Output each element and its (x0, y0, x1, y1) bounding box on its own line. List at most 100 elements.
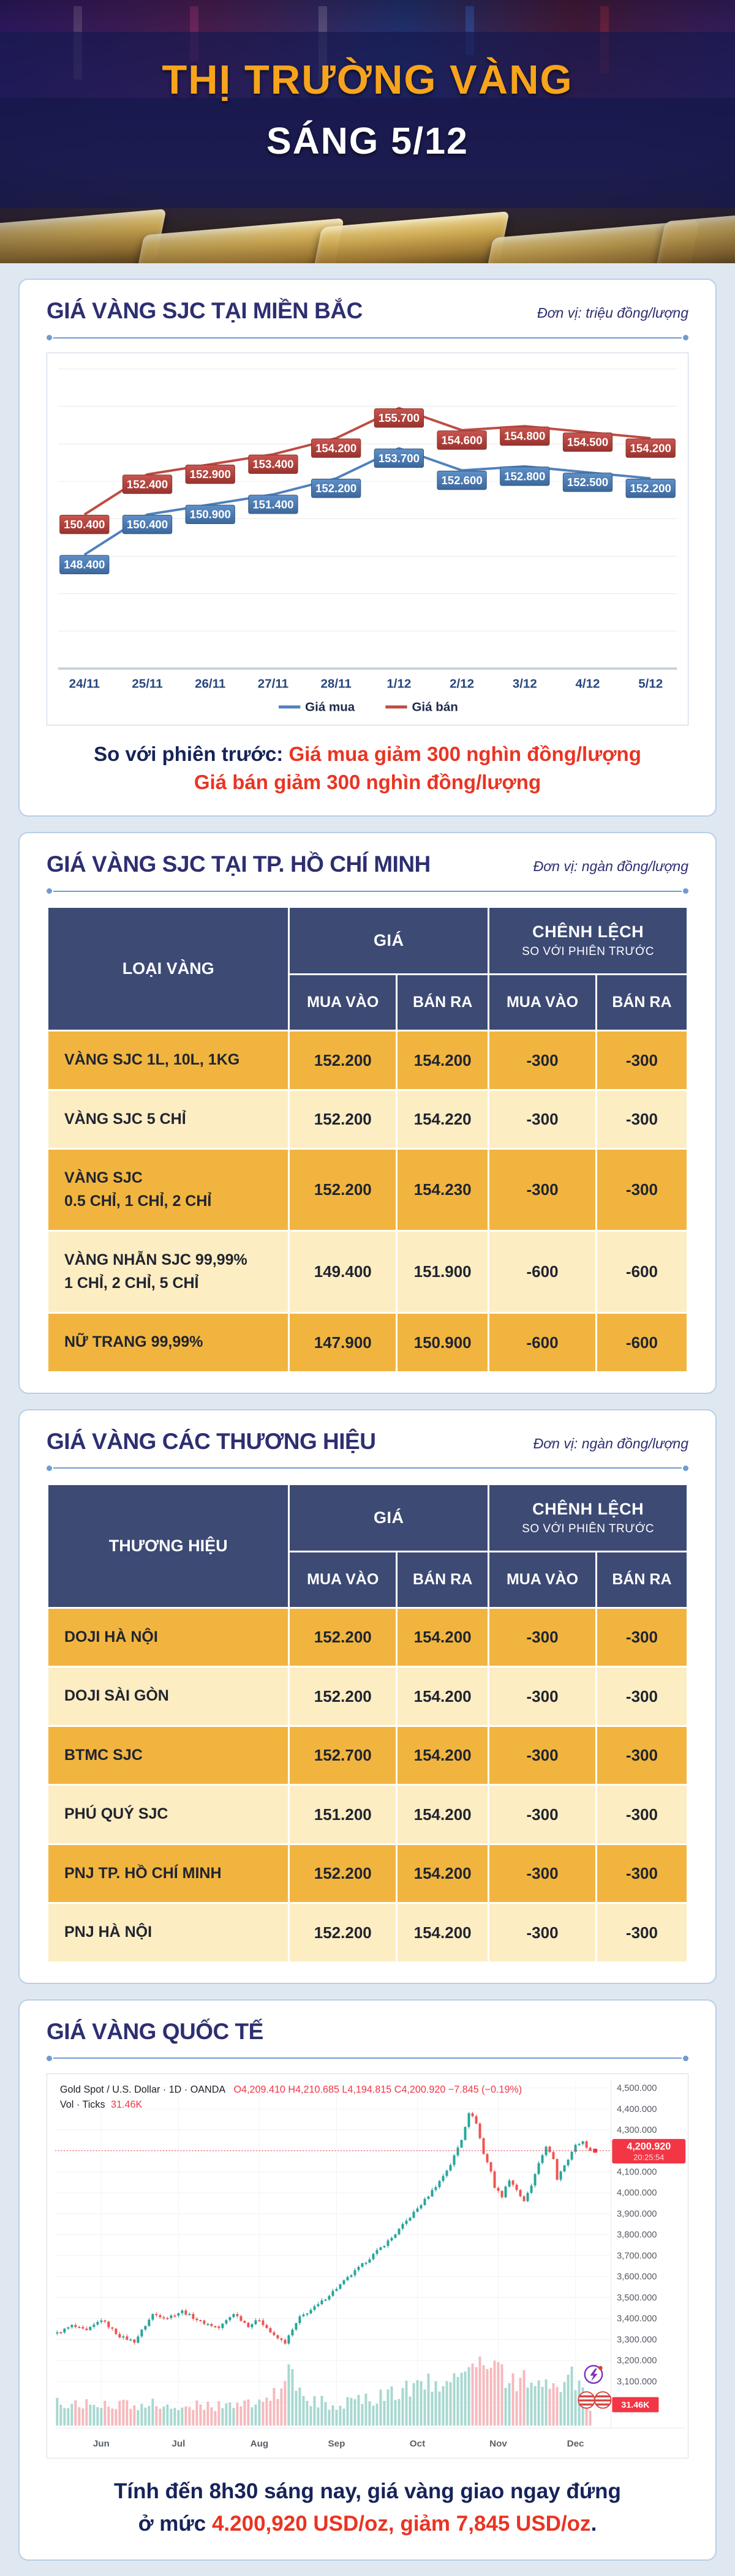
sjc-north-card: GIÁ VÀNG SJC TẠI MIỀN BẮC Đơn vị: triệu … (18, 279, 717, 817)
sell-price-cell: 151.900 (398, 1232, 488, 1312)
svg-text:153.400: 153.400 (252, 458, 293, 471)
svg-text:152.200: 152.200 (630, 482, 671, 495)
sell-price-cell: 154.220 (398, 1090, 488, 1148)
divider (47, 2055, 688, 2061)
svg-text:Nov: Nov (489, 2438, 507, 2449)
row-label: DOJI HÀ NỘI (48, 1608, 288, 1666)
divider (47, 335, 688, 340)
svg-text:3,300.000: 3,300.000 (617, 2335, 657, 2345)
buy-price-cell: 151.200 (290, 1786, 396, 1843)
svg-text:152.800: 152.800 (504, 470, 545, 482)
svg-text:3,900.000: 3,900.000 (617, 2209, 657, 2219)
svg-text:26/11: 26/11 (195, 677, 225, 691)
buy-price-cell: 152.200 (290, 1844, 396, 1903)
buy-price-cell: 147.900 (290, 1314, 396, 1371)
svg-text:152.200: 152.200 (315, 482, 356, 495)
column-header-sell: BÁN RA (398, 975, 488, 1030)
world-gold-card: GIÁ VÀNG QUỐC TẾ 4,500.000 4,400.000 4,300… (18, 1999, 717, 2561)
diff-buy-cell: -300 (489, 1668, 595, 1725)
table-row: PHÚ QUÝ SJC 151.200 154.200 -300 -300 (48, 1786, 687, 1843)
brands-price-table: THƯƠNG HIỆU GIÁ CHÊNH LỆCH SO VỚI PHIÊN … (47, 1483, 688, 1963)
row-label: VÀNG SJC 5 CHỈ (48, 1090, 288, 1148)
sell-price-cell: 154.200 (398, 1844, 488, 1903)
diff-buy-cell: -600 (489, 1232, 595, 1312)
oanda-logo-icon (584, 2365, 603, 2384)
table-row: VÀNG SJC 5 CHỈ 152.200 154.220 -300 -300 (48, 1090, 687, 1148)
table-row: BTMC SJC 152.700 154.200 -300 -300 (48, 1726, 687, 1784)
diff-sell-cell: -300 (597, 1904, 687, 1961)
row-label: PNJ TP. HỒ CHÍ MINH (48, 1844, 288, 1903)
column-header-diff: CHÊNH LỆCH SO VỚI PHIÊN TRƯỚC (489, 908, 687, 974)
svg-text:3,800.000: 3,800.000 (617, 2230, 657, 2240)
svg-text:153.700: 153.700 (379, 452, 420, 465)
row-label: PHÚ QUÝ SJC (48, 1786, 288, 1843)
diff-sell-cell: -300 (597, 1150, 687, 1230)
table-row: PNJ TP. HỒ CHÍ MINH 152.200 154.200 -300 -30… (48, 1844, 687, 1903)
volume-info: Vol · Ticks 31.46K (60, 2099, 143, 2110)
diff-sell-cell: -600 (597, 1232, 687, 1312)
diff-sell-cell: -300 (597, 1726, 687, 1784)
svg-text:4/12: 4/12 (575, 677, 600, 691)
svg-text:150.400: 150.400 (64, 518, 105, 531)
hcmc-price-table: LOẠI VÀNG GIÁ CHÊNH LỆCH SO VỚI PHIÊN TR… (47, 906, 688, 1373)
column-header-price: GIÁ (290, 908, 488, 974)
svg-text:3,600.000: 3,600.000 (617, 2272, 657, 2282)
row-label: DOJI SÀI GÒN (48, 1668, 288, 1725)
svg-text:Jul: Jul (172, 2438, 185, 2449)
page-title: THỊ TRƯỜNG VÀNG (162, 57, 573, 103)
sjc-line-chart-svg: 148.400 150.400 150.900 151.400 152.200 153.7… (58, 369, 677, 714)
footer-prefix: ở mức (138, 2511, 212, 2536)
column-header-buy: MUA VÀO (290, 1552, 396, 1607)
summary-prefix: So với phiên trước: (94, 743, 289, 766)
diff-buy-cell: -300 (489, 1150, 595, 1230)
table-row: VÀNG NHẪN SJC 99,99% 1 CHỈ, 2 CHỈ, 5 CHỈ 1… (48, 1232, 687, 1312)
diff-sell-cell: -300 (597, 1090, 687, 1148)
svg-text:20:25:54: 20:25:54 (633, 2152, 664, 2162)
svg-text:1/12: 1/12 (386, 677, 411, 691)
svg-text:152.600: 152.600 (441, 474, 482, 487)
section-unit: Đơn vị: triệu đồng/lượng (537, 305, 688, 321)
buy-price-cell: 152.200 (290, 1904, 396, 1961)
sell-price-cell: 154.230 (398, 1150, 488, 1230)
table-row: NỮ TRANG 99,99% 147.900 150.900 -600 -600 (48, 1314, 687, 1371)
section-unit: Đơn vị: ngàn đồng/lượng (533, 1435, 688, 1451)
column-header-diff-sell: BÁN RA (597, 975, 687, 1030)
footer-line1: Tính đến 8h30 sáng nay, giá vàng giao ng… (114, 2479, 621, 2504)
svg-text:Jun: Jun (93, 2438, 110, 2449)
diff-sell-cell: -300 (597, 1844, 687, 1903)
divider (47, 888, 688, 894)
world-gold-summary: Tính đến 8h30 sáng nay, giá vàng giao ng… (114, 2479, 621, 2536)
buy-price-cell: 152.200 (290, 1668, 396, 1725)
table-row: DOJI SÀI GÒN 152.200 154.200 -300 -300 (48, 1668, 687, 1725)
row-label: NỮ TRANG 99,99% (48, 1314, 288, 1371)
svg-text:5/12: 5/12 (638, 677, 663, 691)
title-band (0, 32, 735, 208)
svg-text:2/12: 2/12 (450, 677, 474, 691)
column-header-brand: THƯƠNG HIỆU (48, 1485, 288, 1607)
price-tag: 4,200.920 (627, 2141, 671, 2152)
sell-price-cell: 154.200 (398, 1032, 488, 1089)
svg-text:3,100.000: 3,100.000 (617, 2377, 657, 2387)
diff-buy-cell: -300 (489, 1032, 595, 1089)
diff-sell-cell: -600 (597, 1314, 687, 1371)
symbol-info: Gold Spot / U.S. Dollar · 1D · OANDA O4,2… (60, 2084, 522, 2095)
svg-text:3/12: 3/12 (513, 677, 537, 691)
sell-price-cell: 154.200 (398, 1904, 488, 1961)
row-label: VÀNG NHẪN SJC 99,99% 1 CHỈ, 2 CHỈ, 5 CHỈ (48, 1232, 288, 1312)
svg-text:4,400.000: 4,400.000 (617, 2105, 657, 2114)
svg-text:3,700.000: 3,700.000 (617, 2251, 657, 2261)
buy-price-cell: 152.200 (290, 1032, 396, 1089)
row-label: VÀNG SJC 1L, 10L, 1KG (48, 1032, 288, 1089)
currency-pair-icon (578, 2391, 612, 2409)
section-title: GIÁ VÀNG CÁC THƯƠNG HIỆU (47, 1428, 376, 1454)
diff-buy-cell: -600 (489, 1314, 595, 1371)
diff-sell-cell: -300 (597, 1786, 687, 1843)
sell-price-cell: 154.200 (398, 1726, 488, 1784)
svg-text:154.200: 154.200 (630, 441, 671, 454)
section-unit: Đơn vị: ngàn đồng/lượng (533, 858, 688, 875)
svg-text:25/11: 25/11 (132, 677, 162, 691)
sell-price-cell: 150.900 (398, 1314, 488, 1371)
diff-sell-cell: -300 (597, 1032, 687, 1089)
svg-text:154.500: 154.500 (567, 436, 608, 449)
svg-text:Aug: Aug (251, 2438, 269, 2449)
